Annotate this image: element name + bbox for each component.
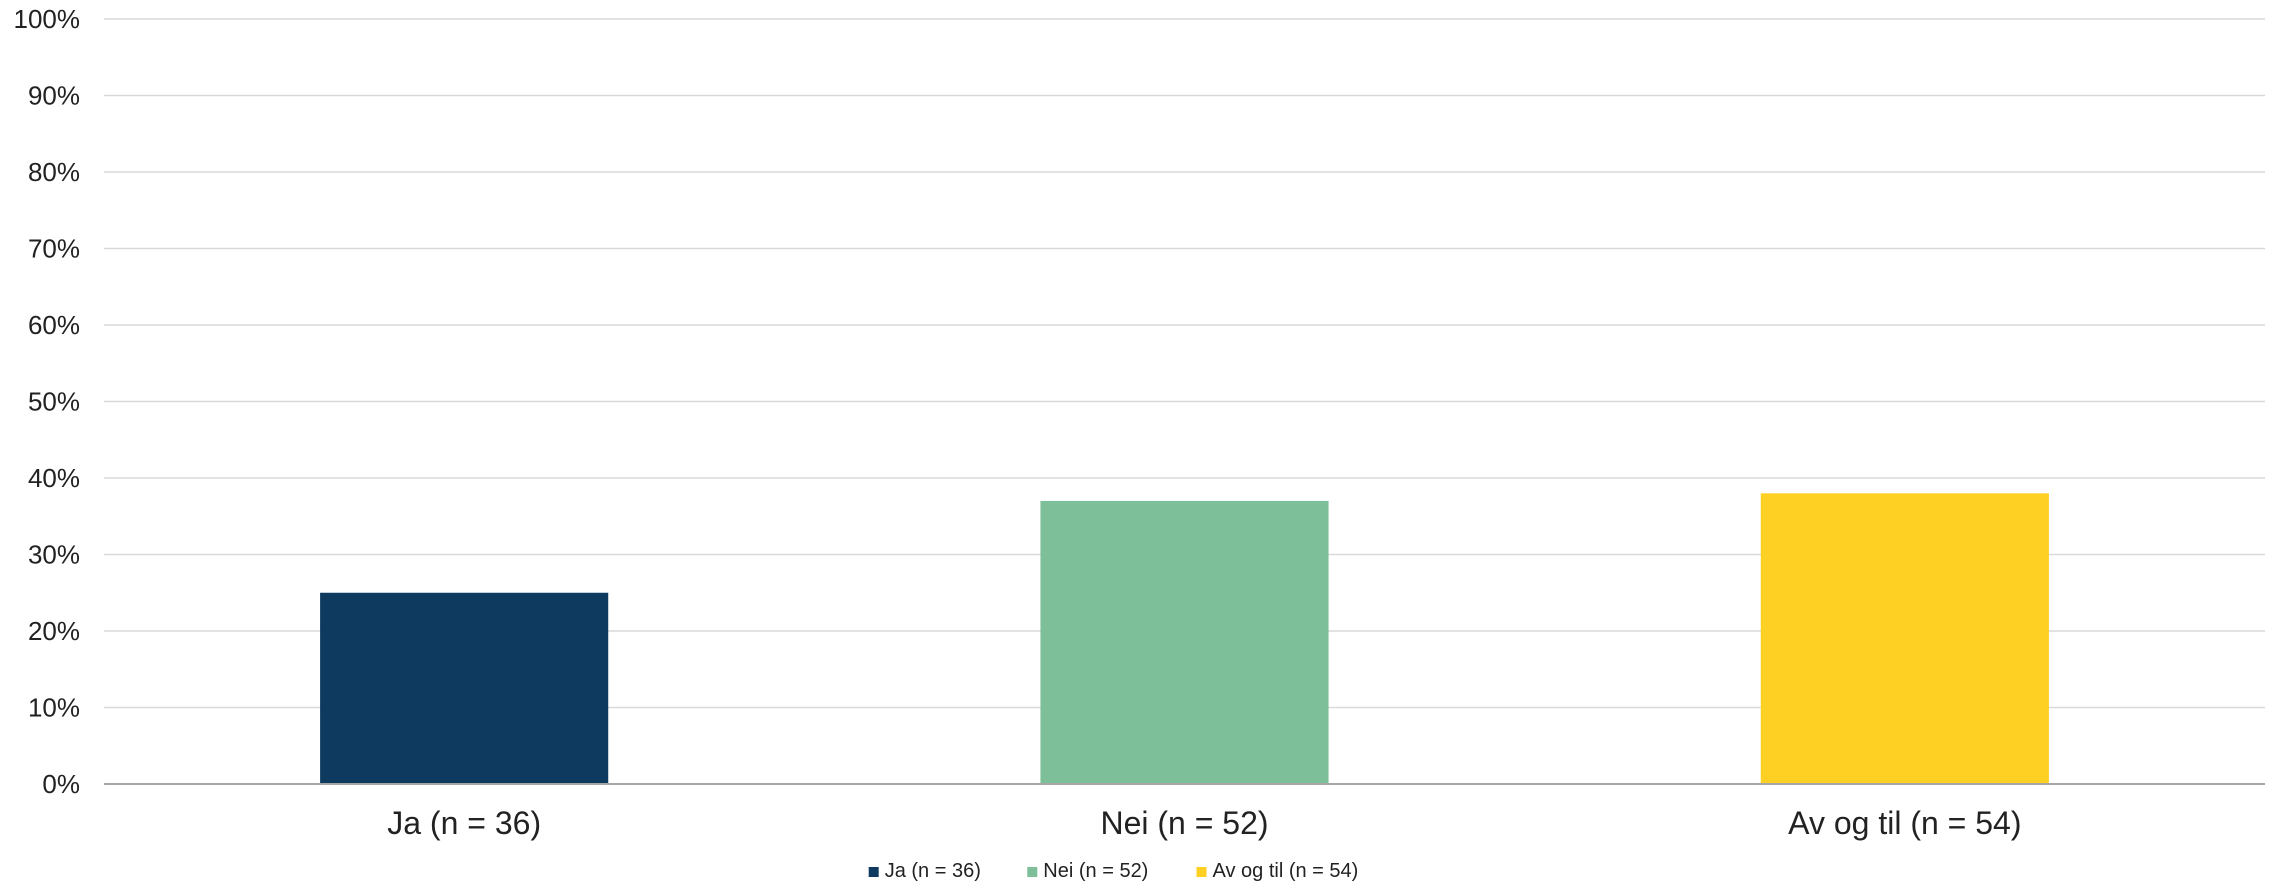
y-tick-label: 90% [28,81,80,111]
x-axis-labels: Ja (n = 36) Nei (n = 52) Av og til (n = 54… [387,805,2021,841]
bar [1040,500,1329,784]
y-tick-label: 100% [14,4,81,34]
legend-label: Av og til (n = 54) [1213,860,1359,882]
y-tick-label: 80% [28,157,80,187]
bars [320,493,2049,784]
x-category-label: Nei (n = 52) [1100,805,1268,841]
bar [320,592,609,784]
y-tick-label: 50% [28,387,80,417]
legend-swatch [868,867,879,877]
y-tick-label: 60% [28,310,80,340]
legend-label: Nei (n = 52) [1043,860,1148,882]
y-tick-label: 70% [28,234,80,264]
bar [1760,493,2049,784]
x-category-label: Ja (n = 36) [387,805,541,841]
y-tick-label: 0% [42,769,80,799]
y-tick-label: 10% [28,693,80,723]
legend-swatch [1027,867,1038,877]
legend-swatch [1196,867,1207,877]
x-category-label: Av og til (n = 54) [1788,805,2021,841]
y-tick-label: 20% [28,616,80,646]
y-tick-label: 30% [28,540,80,570]
y-axis-ticks: 0% 10% 20% 30% 40% 50% 60% 70% 80% 90% 100% [14,4,81,799]
legend-label: Ja (n = 36) [885,860,981,882]
legend: Ja (n = 36) Nei (n = 52) Av og til (n = 54… [868,860,1359,882]
y-tick-label: 40% [28,463,80,493]
